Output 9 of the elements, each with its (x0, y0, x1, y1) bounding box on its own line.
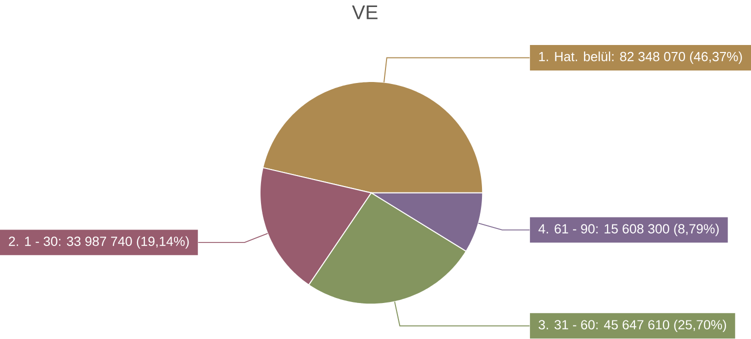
chart-title: VE (352, 6, 378, 20)
slice-label: 4. 61 - 90 (538, 224, 595, 234)
slice-label: 1. Hat. belül (539, 52, 610, 62)
data-label: : 45 647 610 (25,70%) (596, 320, 726, 332)
data-label: : 82 348 070 (46,37%) (612, 52, 742, 64)
data-label: : 33 987 740 (19,14%) (59, 236, 189, 249)
data-label: : 15 608 300 (8,79%) (596, 224, 719, 236)
slice-label: 3. 31 - 60 (538, 320, 595, 330)
slice-label: 2. 1 - 30 (8, 236, 58, 246)
